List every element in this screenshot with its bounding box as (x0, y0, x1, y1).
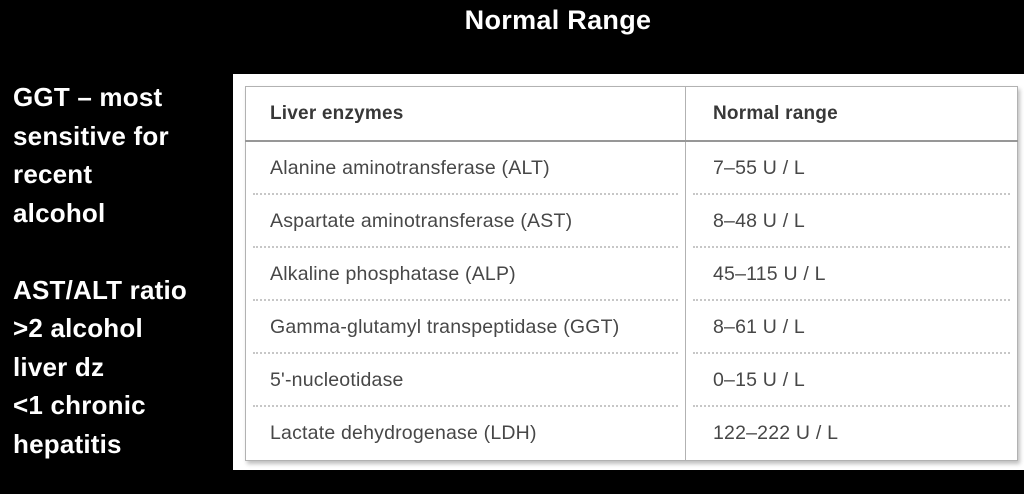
side-notes: GGT – most sensitive for recent alcohol … (13, 78, 233, 463)
normal-range-cell: 8–61 U / L (686, 301, 1018, 354)
normal-range-cell: 122–222 U / L (713, 422, 839, 444)
table-row: Lactate dehydrogenase (LDH) 122–222 U / … (245, 407, 1018, 461)
enzyme-name-cell: Alanine aminotransferase (ALT) (245, 141, 686, 195)
normal-range-cell: 45–115 U / L (686, 248, 1018, 301)
table-panel: Liver enzymes Normal range Alanine amino… (233, 74, 1024, 470)
enzyme-name-cell: Aspartate aminotransferase (AST) (245, 195, 686, 248)
liver-enzymes-table: Liver enzymes Normal range Alanine amino… (245, 86, 1018, 461)
enzyme-name-cell: Gamma-glutamyl transpeptidase (GGT) (245, 301, 686, 354)
table-row: Alanine aminotransferase (ALT) 7–55 U / … (245, 141, 1018, 195)
note-ggt-sensitivity: GGT – most sensitive for recent alcohol (13, 82, 169, 228)
table-row: 5'-nucleotidase 0–15 U / L (245, 354, 1018, 407)
column-header-liver-enzymes: Liver enzymes (245, 86, 686, 142)
table-row: Gamma-glutamyl transpeptidase (GGT) 8–61… (245, 301, 1018, 354)
note-ast-alt-ratio: AST/ALT ratio >2 alcohol liver dz <1 chr… (13, 274, 187, 459)
enzyme-name-cell: 5'-nucleotidase (245, 354, 686, 407)
normal-range-cell: 7–55 U / L (686, 141, 1018, 195)
normal-range-cell: 0–15 U / L (686, 354, 1018, 407)
column-header-normal-range: Normal range (685, 86, 1018, 142)
enzyme-name-cell: Lactate dehydrogenase (LDH) (245, 407, 686, 461)
normal-range-cell: 8–48 U / L (686, 195, 1018, 248)
page-title: Normal Range (464, 5, 652, 35)
table-header-row: Liver enzymes Normal range (245, 86, 1018, 142)
table-row: Alkaline phosphatase (ALP) 45–115 U / L (245, 248, 1018, 301)
enzyme-name-cell: Alkaline phosphatase (ALP) (245, 248, 686, 301)
table-row: Aspartate aminotransferase (AST) 8–48 U … (245, 195, 1018, 248)
